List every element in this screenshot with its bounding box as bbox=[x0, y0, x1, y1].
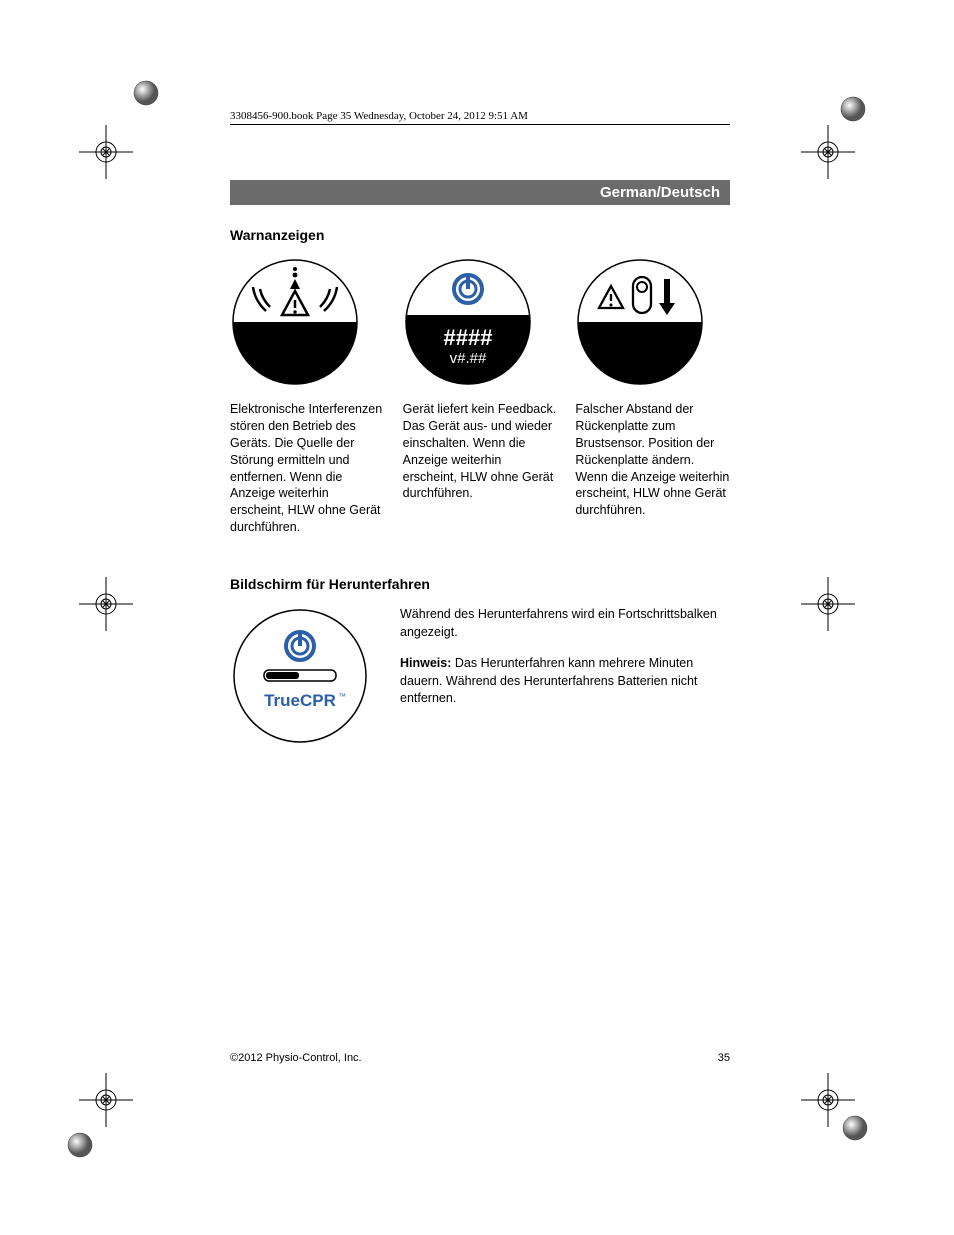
copyright: ©2012 Physio-Control, Inc. bbox=[230, 1052, 362, 1064]
svg-text:™: ™ bbox=[338, 692, 346, 701]
shutdown-title: Bildschirm für Herunterfahren bbox=[230, 576, 730, 592]
crop-mark bbox=[839, 95, 867, 123]
warn-caption-3: Falscher Abstand der Rückenplatte zum Br… bbox=[575, 401, 730, 519]
crop-mark bbox=[801, 577, 855, 631]
page-number: 35 bbox=[718, 1052, 730, 1064]
warn-caption-1: Elektronische Interferenzen stören den B… bbox=[230, 401, 385, 536]
shutdown-p1: Während des Herunterfahrens wird ein For… bbox=[400, 606, 730, 641]
crop-mark bbox=[841, 1114, 869, 1142]
shutdown-icon: TrueCPR ™ bbox=[230, 606, 370, 746]
header-text: 3308456-900.book Page 35 Wednesday, Octo… bbox=[230, 110, 730, 125]
language-bar: German/Deutsch bbox=[230, 180, 730, 205]
shutdown-row: TrueCPR ™ Während des Herunterfahrens wi… bbox=[230, 606, 730, 746]
crop-mark bbox=[79, 577, 133, 631]
svg-text:TrueCPR: TrueCPR bbox=[264, 691, 336, 710]
svg-text:####: #### bbox=[443, 325, 492, 350]
warn-item-2: #### v#.## Gerät liefert kein Feedback. … bbox=[403, 257, 558, 536]
warn-caption-2: Gerät liefert kein Feedback. Das Gerät a… bbox=[403, 401, 558, 502]
warn-item-3: Falscher Abstand der Rückenplatte zum Br… bbox=[575, 257, 730, 536]
hint-label: Hinweis: bbox=[400, 656, 451, 670]
svg-text:v#.##: v#.## bbox=[449, 350, 486, 367]
warn-row: Elektronische Interferenzen stören den B… bbox=[230, 257, 730, 536]
shutdown-hint: Hinweis: Das Herunterfahren kann mehrere… bbox=[400, 655, 730, 708]
crop-mark bbox=[801, 125, 855, 179]
crop-mark bbox=[79, 1073, 133, 1127]
nofeedback-icon: #### v#.## bbox=[403, 257, 533, 387]
warn-item-1: Elektronische Interferenzen stören den B… bbox=[230, 257, 385, 536]
footer: ©2012 Physio-Control, Inc. 35 bbox=[230, 1052, 730, 1064]
backplate-icon bbox=[575, 257, 705, 387]
warn-title: Warnanzeigen bbox=[230, 227, 730, 243]
crop-mark bbox=[132, 79, 160, 107]
crop-mark bbox=[66, 1131, 94, 1159]
page-content: 3308456-900.book Page 35 Wednesday, Octo… bbox=[230, 110, 730, 746]
shutdown-text: Während des Herunterfahrens wird ein For… bbox=[400, 606, 730, 722]
interference-icon bbox=[230, 257, 360, 387]
crop-mark bbox=[79, 125, 133, 179]
